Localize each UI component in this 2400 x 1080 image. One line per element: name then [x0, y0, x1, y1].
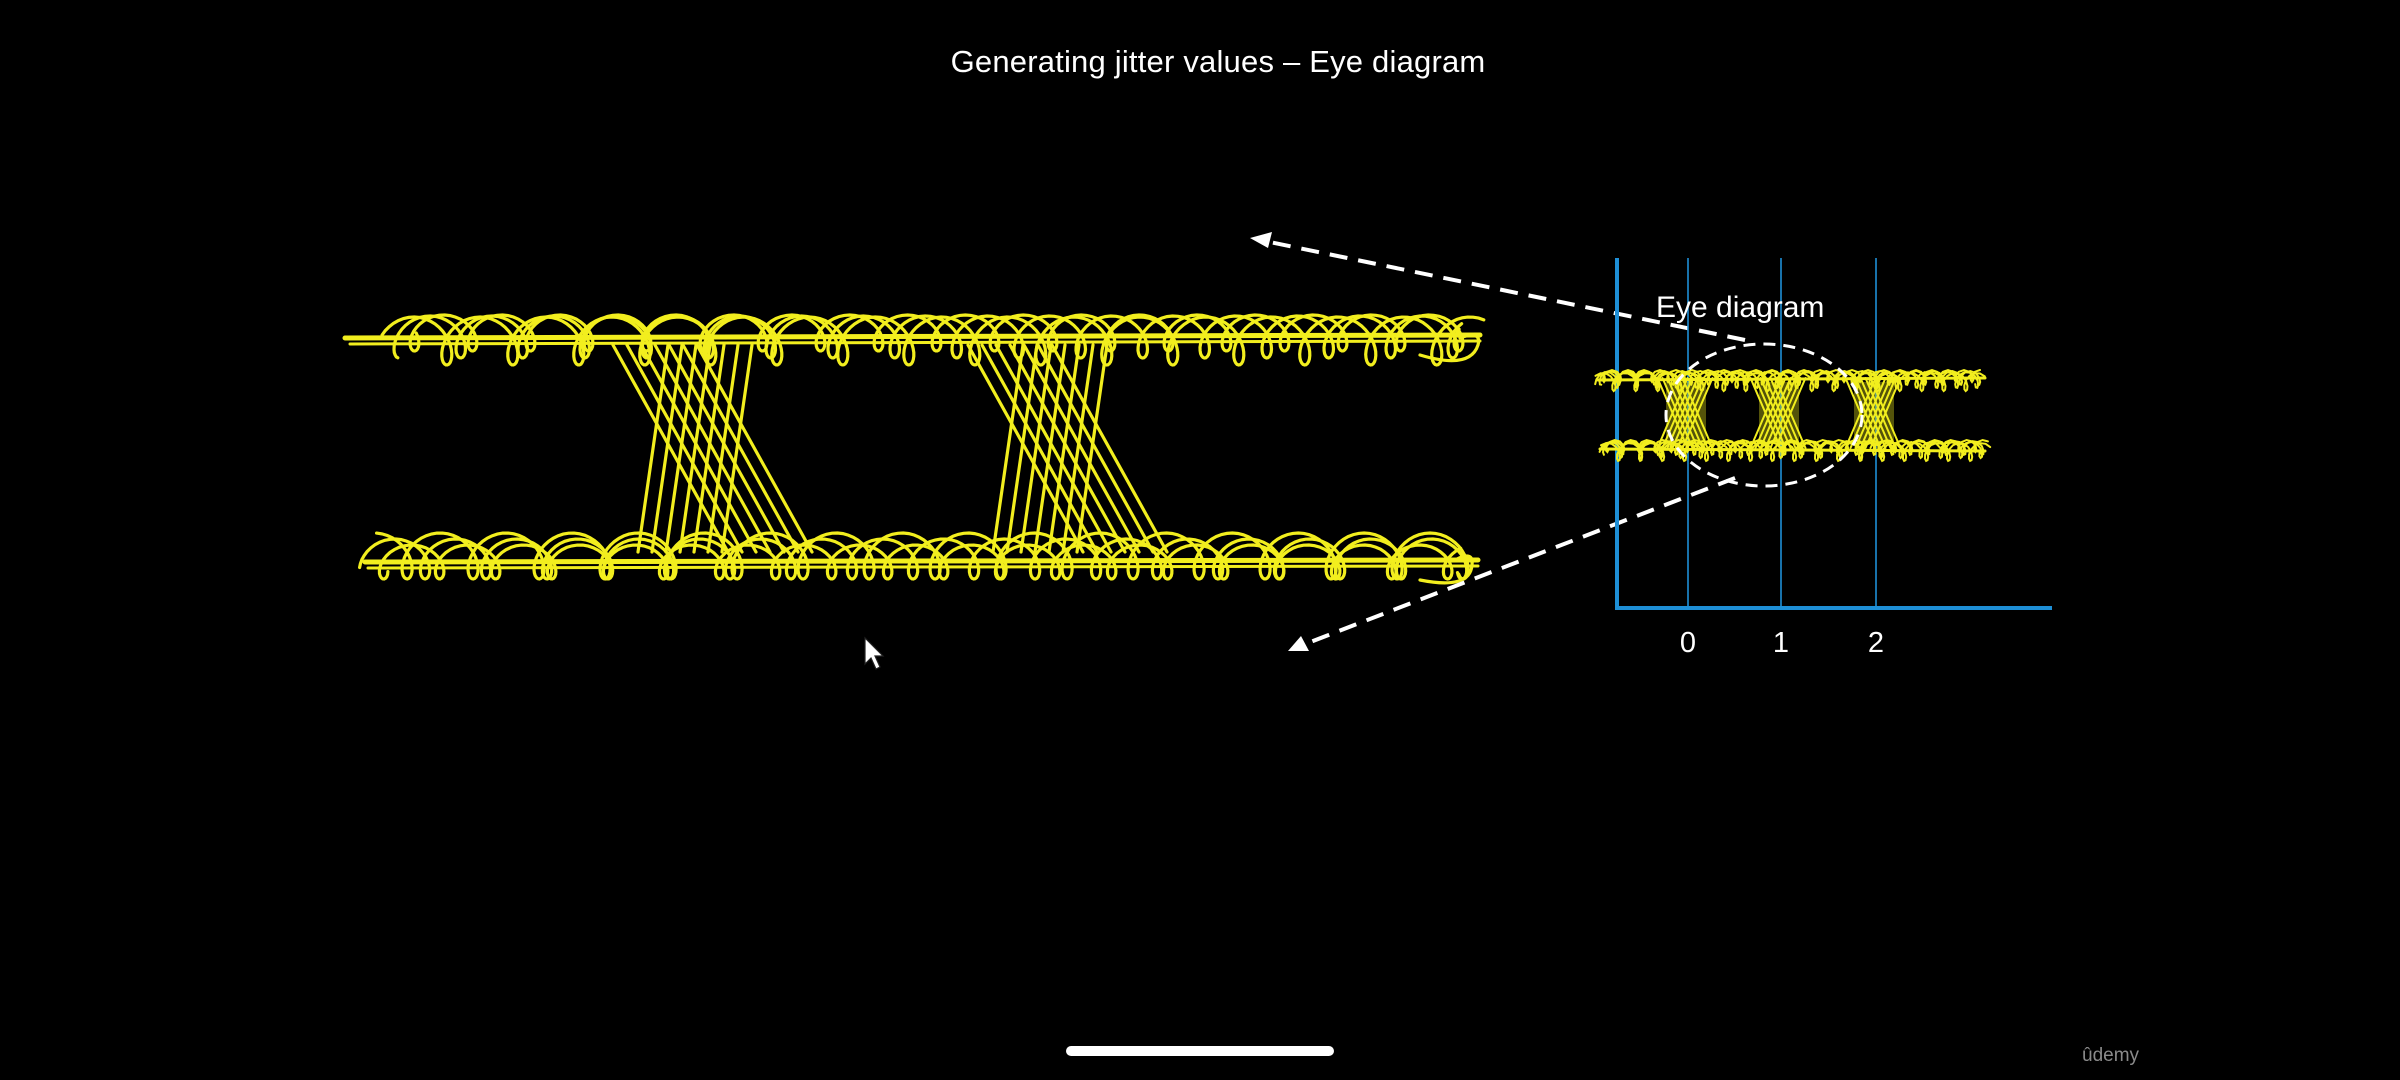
bottom-tail-curl: [1418, 554, 1474, 585]
crossing-1-rise: [681, 343, 800, 554]
top-jitter-trace: [380, 315, 1486, 367]
small-plot-axes: [1615, 258, 2052, 610]
small-crossing-2: [1869, 377, 1902, 449]
crossing-2-rise: [966, 343, 1085, 554]
small-crossing-1: [1759, 377, 1792, 449]
crossing-1-fall: [706, 343, 740, 554]
crossing-1-rise: [625, 343, 744, 554]
crossing-1-fall: [664, 343, 698, 554]
crossing-2-rise: [1050, 343, 1169, 554]
arrowhead-lower: [1288, 636, 1309, 651]
zoom-highlight-ellipse: [1664, 342, 1864, 488]
zoom-arrow-lower: [1299, 476, 1736, 648]
crossing-1-fall: [650, 343, 684, 554]
crossing-2-fall: [1061, 343, 1095, 554]
crossing-1-rise: [639, 343, 758, 554]
zoom-arrow-upper: [1259, 238, 1746, 342]
top-jitter-trace: [408, 313, 1465, 353]
crossing-2-fall: [1033, 343, 1067, 554]
small-top-rail: [1596, 376, 1987, 382]
x-tick-2: 2: [1868, 627, 1884, 659]
slide-title: Generating jitter values – Eye diagram: [950, 44, 1486, 79]
small-crossing-fill-1: [1759, 382, 1799, 444]
small-crossing-0: [1671, 377, 1704, 449]
small-crossing-fill-2: [1854, 382, 1894, 444]
zoom-arrows: [1250, 232, 1746, 651]
zoomed-eye-diagram: [342, 313, 1486, 585]
arrowhead-upper: [1250, 232, 1272, 248]
small-bottom-trace: [1600, 442, 1992, 463]
crossing-1-rise: [653, 343, 772, 554]
crossing-2-rise: [994, 343, 1113, 554]
top-jitter-trace: [392, 314, 1464, 360]
crossing-1-rise: [667, 343, 786, 554]
small-crossing-1: [1774, 377, 1807, 449]
crossing-2-rise: [1008, 343, 1127, 554]
crossing-2-fall: [1047, 343, 1081, 554]
bottom-jitter-trace: [375, 531, 1470, 581]
small-bottom-rail: [1598, 447, 1987, 453]
x-tick-1: 1: [1773, 627, 1789, 659]
small-crossing-2: [1864, 377, 1897, 449]
top-rail-line-2: [348, 339, 1482, 346]
udemy-watermark: ûdemy: [2082, 1045, 2140, 1066]
crossing-2-rise: [980, 343, 1099, 554]
crossing-1-rise: [611, 343, 730, 554]
small-crossing-1: [1764, 377, 1797, 449]
home-indicator-bar[interactable]: [1066, 1046, 1334, 1056]
x-tick-0: 0: [1680, 627, 1696, 659]
bottom-rail-line: [362, 557, 1481, 565]
top-tail-curl: [1418, 333, 1481, 363]
crossing-1-fall: [720, 343, 754, 554]
crossing-2-rise: [1022, 343, 1141, 554]
crossing-2-rise: [1036, 343, 1155, 554]
crossing-1-fall: [678, 343, 712, 554]
small-crossing-1: [1769, 377, 1802, 449]
crossing-2-fall: [1005, 343, 1039, 554]
mouse-pointer-icon: [864, 636, 885, 670]
small-crossing-0: [1666, 377, 1699, 449]
small-crossing-0: [1676, 377, 1709, 449]
crossing-1-fall: [636, 343, 670, 554]
small-top-trace: [1598, 369, 1982, 386]
crossing-2-fall: [1075, 343, 1109, 554]
crossing-2-fall: [991, 343, 1025, 554]
small-eye-diagram: [1594, 368, 1992, 463]
crossing-1-fall: [692, 343, 726, 554]
small-crossing-2: [1859, 377, 1892, 449]
crossing-1-rise: [695, 343, 814, 554]
crossing-2-fall: [1019, 343, 1053, 554]
small-crossing-2: [1854, 377, 1887, 449]
eye-diagram-label: Eye diagram: [1656, 291, 1824, 324]
small-crossing-0: [1681, 377, 1714, 449]
